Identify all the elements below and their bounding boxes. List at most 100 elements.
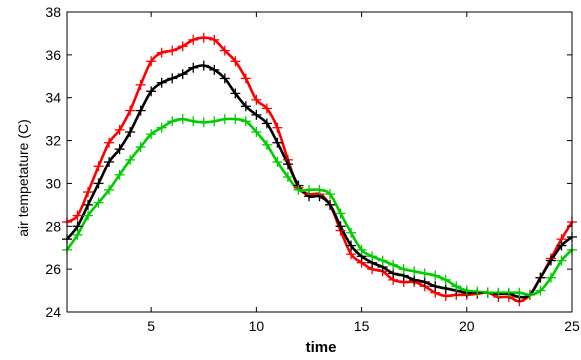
series-lines [65,36,574,303]
data-point-marker [556,240,567,251]
data-point-marker [240,73,251,84]
data-point-marker [535,285,546,296]
data-point-marker [303,184,314,195]
x-axis-title: time [306,339,337,356]
series-line-1 [65,64,573,299]
y-tick-label: 24 [45,304,61,320]
data-point-marker [209,34,220,45]
data-point-marker [177,69,188,80]
data-point-marker [114,144,125,155]
data-point-marker [493,287,504,298]
data-point-marker [240,101,251,112]
data-point-marker [251,94,262,105]
data-point-marker [419,277,430,287]
data-point-marker [430,281,441,292]
data-point-marker [261,118,272,129]
x-tick-label: 10 [249,318,265,334]
data-point-marker [346,227,357,238]
data-point-marker [83,187,94,197]
data-point-marker [125,127,136,137]
data-point-marker [388,268,399,279]
data-point-marker [72,221,83,232]
data-point-marker [188,116,199,127]
data-point-marker [230,114,241,125]
data-point-marker [409,266,420,277]
data-point-marker [156,47,167,58]
series-line-2 [65,117,573,297]
data-point-marker [293,184,304,195]
data-point-marker [261,139,272,150]
x-tick-label: 25 [564,318,580,334]
data-point-marker [198,60,209,71]
data-point-marker [156,77,167,88]
data-point-marker [482,287,493,298]
y-tick-label: 26 [45,261,61,277]
data-point-marker [461,285,472,296]
data-point-marker [472,286,483,297]
data-point-marker [325,189,336,200]
data-point-marker [177,114,188,125]
x-tick-label: 5 [147,318,155,334]
data-point-marker [104,137,115,148]
data-point-marker [230,88,241,99]
data-point-marker [325,199,336,210]
data-point-marker [356,244,367,255]
series-line-0 [66,36,574,303]
y-tick-label: 28 [45,218,61,234]
data-point-marker [282,159,293,170]
data-point-marker [83,199,94,210]
data-point-marker [524,289,535,300]
data-point-marker [282,172,293,182]
data-point-marker [146,129,157,140]
data-point-marker [535,272,546,283]
data-point-marker [198,32,209,43]
data-point-marker [251,109,262,120]
data-point-marker [93,178,104,189]
data-point-marker [219,114,230,125]
data-point-marker [125,105,136,116]
y-tick-label: 34 [45,90,61,106]
data-point-marker [272,122,283,133]
data-point-marker [261,103,272,114]
data-point-marker [135,142,146,152]
data-point-marker [514,287,525,298]
data-point-marker [240,116,251,127]
data-point-marker [398,264,409,275]
y-tick-label: 36 [45,47,61,63]
data-point-marker [114,124,125,135]
y-axis-title: air tempetature (C) [15,119,31,236]
x-tick-label: 20 [459,318,475,334]
data-point-marker [167,116,178,127]
data-point-marker [545,255,556,266]
data-point-marker [188,34,199,45]
data-point-marker [156,122,167,133]
data-point-marker [125,154,136,165]
data-point-marker [104,184,115,195]
data-point-marker [135,105,146,116]
y-tick-label: 38 [45,4,61,20]
data-point-marker [146,86,157,97]
data-point-marker [209,116,220,127]
data-point-marker [93,197,104,208]
data-point-marker [219,73,230,84]
data-point-marker [335,208,346,219]
y-tick-label: 32 [45,133,61,149]
data-point-marker [177,41,188,52]
plot-frame [66,11,573,313]
data-point-marker [198,117,209,128]
x-tick-label: 15 [354,318,370,334]
data-point-marker [409,274,420,285]
y-tick-label: 30 [45,175,61,191]
data-point-marker [72,210,83,221]
data-point-marker [114,169,125,180]
data-point-marker [135,79,146,90]
data-point-marker [72,229,83,240]
data-point-marker [167,73,178,84]
data-point-marker [440,274,451,285]
data-point-marker [219,45,230,56]
data-point-marker [251,127,262,137]
data-point-marker [272,137,283,148]
data-point-marker [451,281,462,292]
data-point-marker [83,210,94,221]
